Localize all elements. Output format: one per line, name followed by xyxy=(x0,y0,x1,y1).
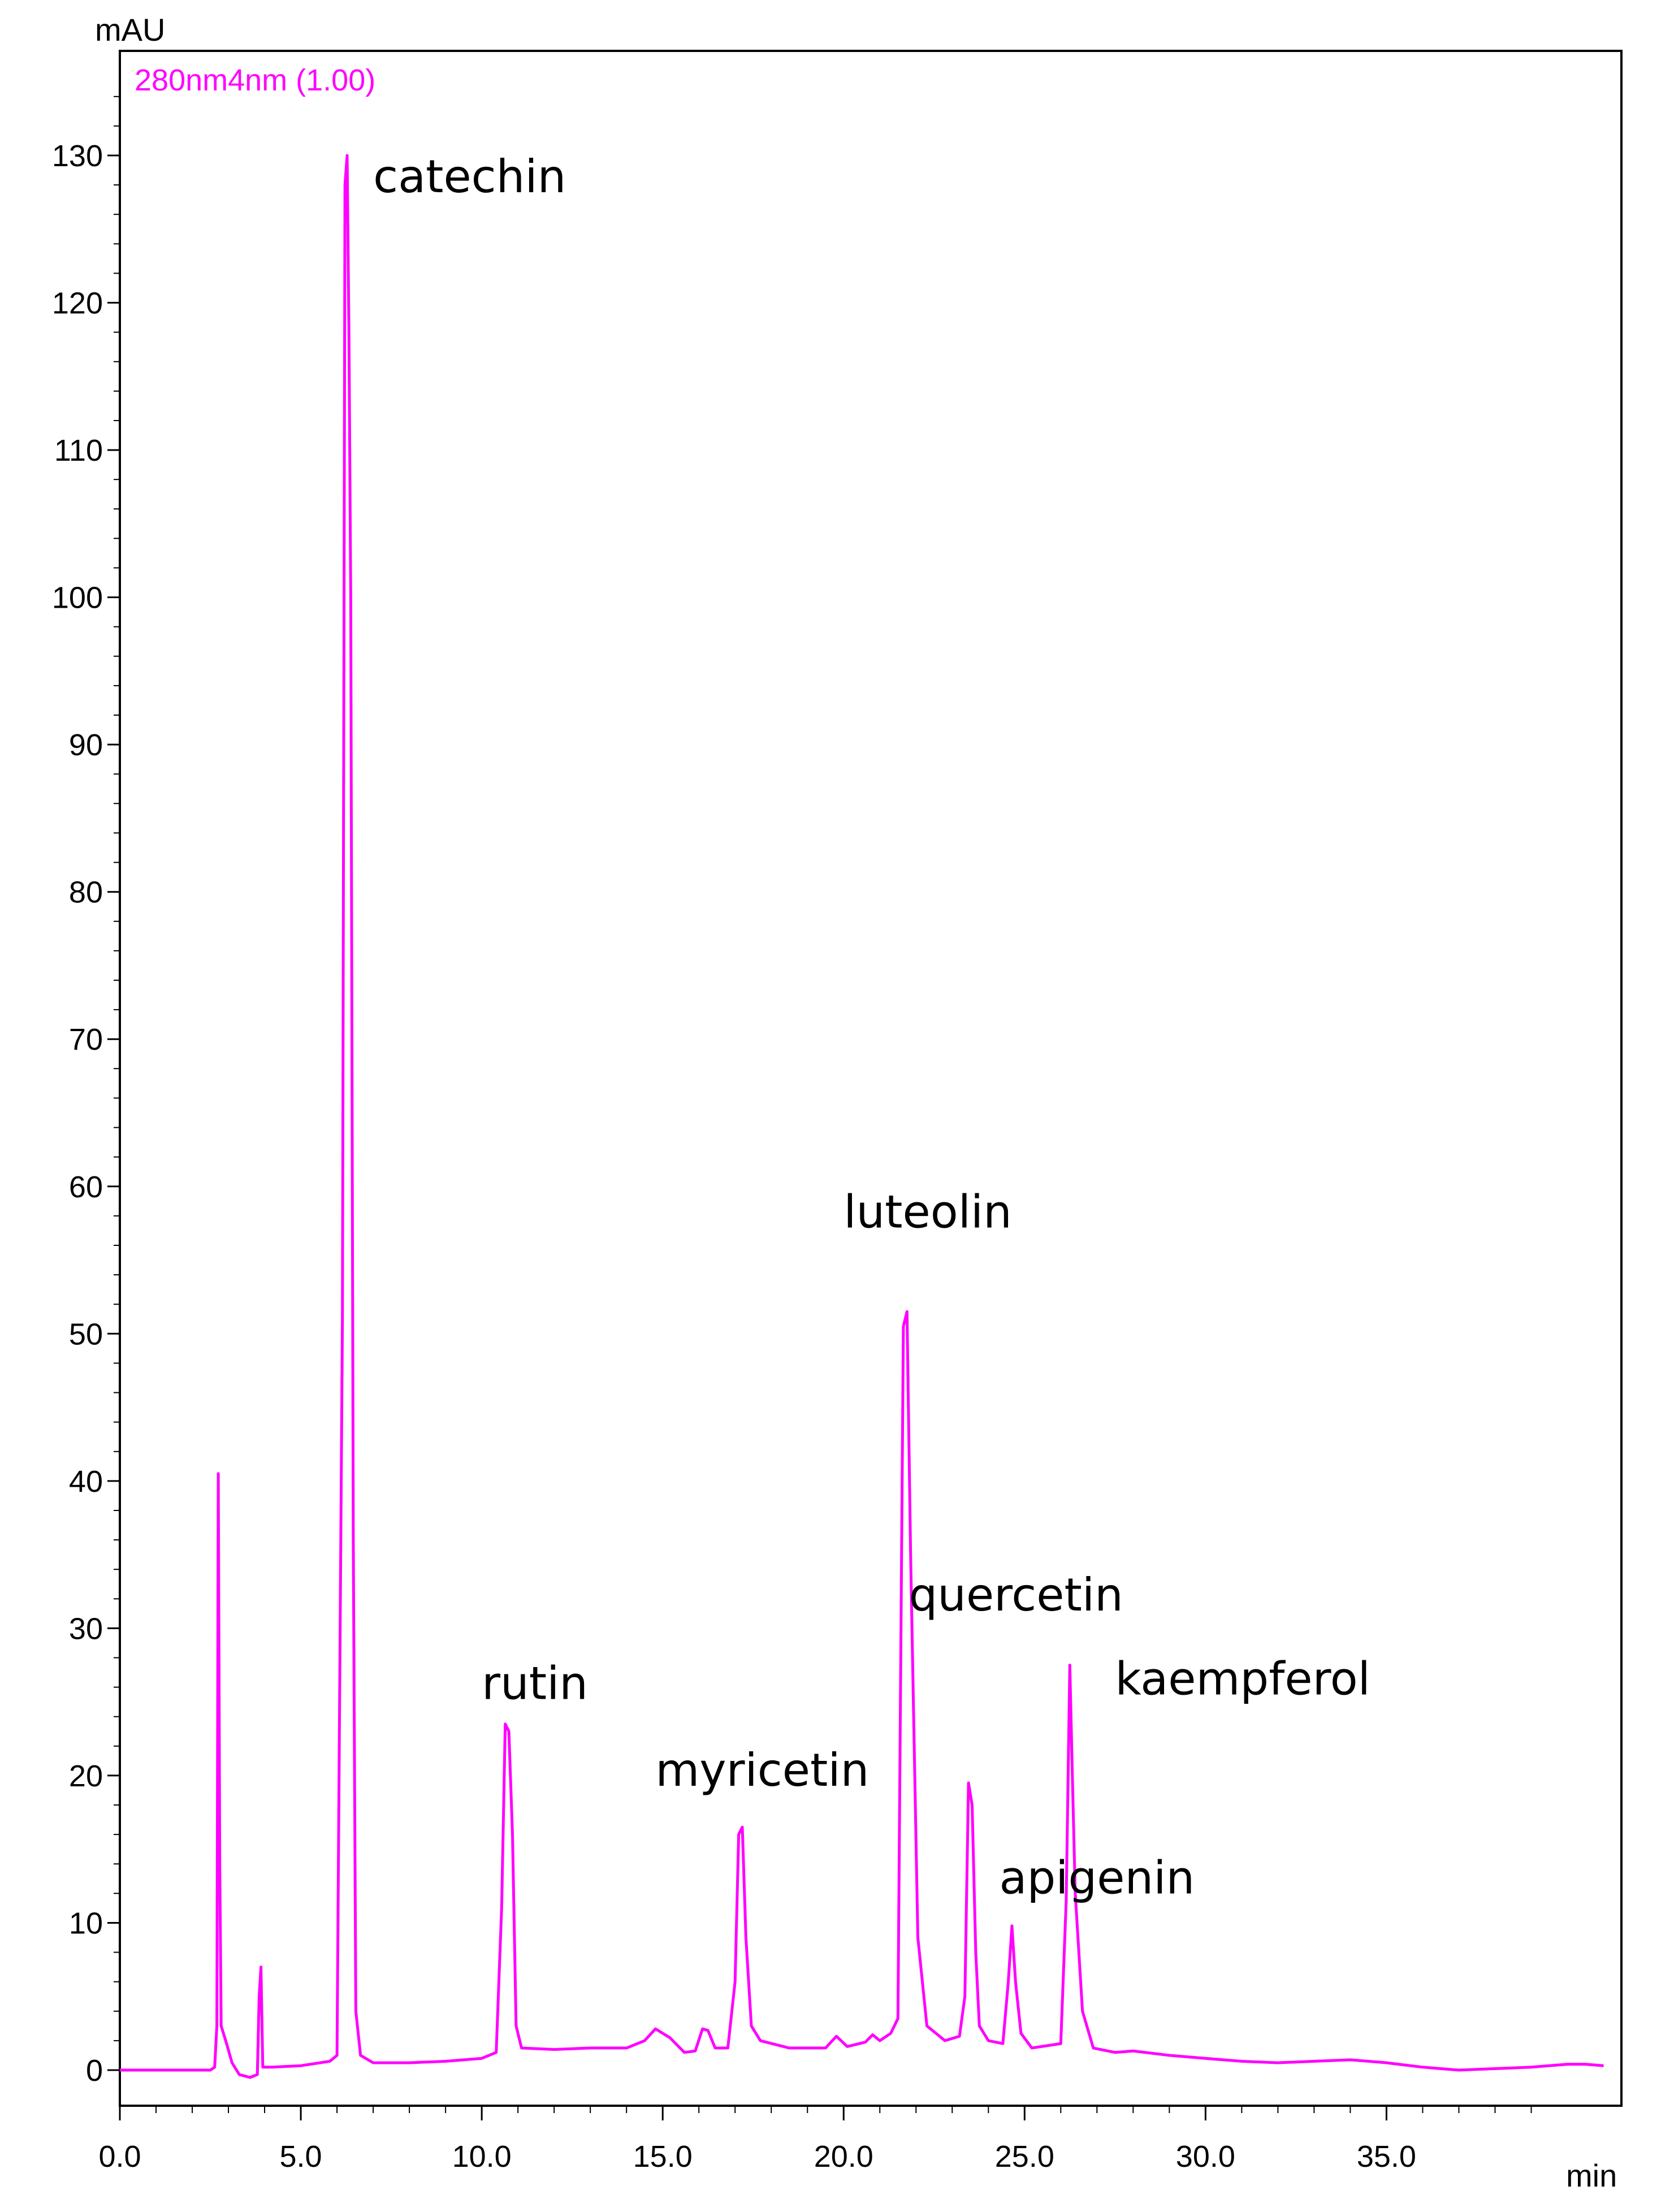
y-tick-label: 50 xyxy=(69,1317,103,1351)
y-tick-label: 70 xyxy=(69,1023,103,1057)
x-tick-label: 15.0 xyxy=(633,2140,693,2174)
y-tick-label: 130 xyxy=(52,139,103,173)
y-tick-label: 60 xyxy=(69,1170,103,1204)
y-tick-label: 80 xyxy=(69,876,103,910)
y-tick-label: 20 xyxy=(69,1759,103,1793)
plot-frame xyxy=(119,50,1623,2107)
y-tick-label: 40 xyxy=(69,1465,103,1499)
peak-label-myricetin: myricetin xyxy=(655,1744,869,1797)
y-tick-label: 10 xyxy=(69,1906,103,1940)
x-tick-label: 25.0 xyxy=(995,2140,1054,2174)
peak-label-quercetin: quercetin xyxy=(909,1569,1123,1621)
y-tick-label: 100 xyxy=(52,581,103,615)
y-axis-unit-label: mAU xyxy=(95,12,165,47)
peak-label-luteolin: luteolin xyxy=(844,1186,1012,1239)
y-tick-label: 30 xyxy=(69,1612,103,1646)
x-tick-label: 10.0 xyxy=(452,2140,512,2174)
peak-label-apigenin: apigenin xyxy=(999,1851,1195,1904)
peak-label-catechin: catechin xyxy=(373,150,566,203)
y-tick-label: 0 xyxy=(86,2054,103,2088)
peak-label-kaempferol: kaempferol xyxy=(1115,1653,1370,1705)
x-tick-label: 30.0 xyxy=(1176,2140,1235,2174)
x-axis-unit-label: min xyxy=(1566,2158,1617,2193)
label-layer: 0 10 20 30 40 50 60 70 80 90 100 110 120 130 0.0 5.0 10.… xyxy=(52,139,1416,2174)
x-tick-label: 20.0 xyxy=(814,2140,873,2174)
y-tick-label: 110 xyxy=(54,434,103,467)
detector-channel-label: 280nm4nm (1.00) xyxy=(135,63,375,97)
x-tick-label: 35.0 xyxy=(1357,2140,1416,2174)
y-tick-label: 90 xyxy=(69,728,103,762)
x-tick-label: 5.0 xyxy=(280,2140,322,2174)
y-tick-label: 120 xyxy=(52,287,103,321)
chromatogram-trace xyxy=(120,154,1604,2079)
x-tick-label: 0.0 xyxy=(98,2140,141,2174)
peak-label-rutin: rutin xyxy=(482,1657,588,1709)
